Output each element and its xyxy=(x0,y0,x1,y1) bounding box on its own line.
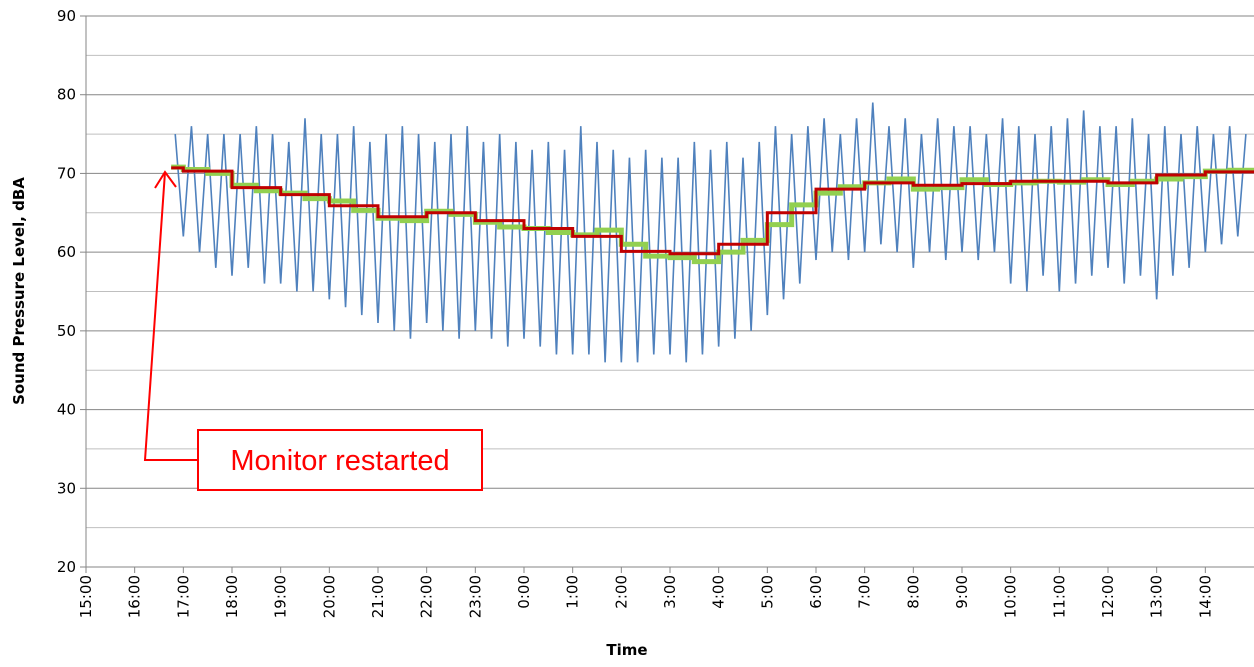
series-line xyxy=(174,102,1247,363)
x-tick-label: 0:00 xyxy=(515,575,533,609)
x-tick-label: 22:00 xyxy=(418,575,436,618)
x-tick-label: 1:00 xyxy=(564,575,582,609)
x-tick-label: 16:00 xyxy=(126,575,144,618)
y-tick-label: 30 xyxy=(57,479,76,497)
x-tick-label: 8:00 xyxy=(904,575,922,609)
grid xyxy=(80,15,1254,573)
y-tick-label: 60 xyxy=(57,243,76,261)
plot-area xyxy=(171,102,1254,363)
x-tick-label: 19:00 xyxy=(272,575,290,618)
x-tick-label: 21:00 xyxy=(369,575,387,618)
x-tick-label: 18:00 xyxy=(223,575,241,618)
x-tick-label: 15:00 xyxy=(77,575,95,618)
x-tick-label: 3:00 xyxy=(661,575,679,609)
x-tick-label: 6:00 xyxy=(807,575,825,609)
y-tick-label: 50 xyxy=(57,322,76,340)
x-axis-title: Time xyxy=(606,641,647,659)
x-tick-label: 4:00 xyxy=(710,575,728,609)
arrow-head xyxy=(154,170,177,189)
y-tick-label: 70 xyxy=(57,164,76,182)
x-tick-label: 20:00 xyxy=(320,575,338,618)
series-line xyxy=(171,166,1254,256)
annotation: Monitor restarted xyxy=(143,170,483,491)
annotation-arrow xyxy=(143,171,198,461)
x-tick-label: 9:00 xyxy=(953,575,971,609)
annotation-text: Monitor restarted xyxy=(230,445,449,477)
annotation-box xyxy=(197,429,483,491)
x-tick-label: 12:00 xyxy=(1099,575,1117,618)
y-axis-title: Sound Pressure Level, dBA xyxy=(10,177,28,405)
y-tick-label: 80 xyxy=(57,86,76,104)
x-tick-label: 5:00 xyxy=(758,575,776,609)
x-tick-label: 23:00 xyxy=(466,575,484,618)
x-tick-label: 17:00 xyxy=(174,575,192,618)
x-tick-label: 11:00 xyxy=(1050,575,1068,618)
x-tick-label: 2:00 xyxy=(612,575,630,609)
x-tick-label: 13:00 xyxy=(1148,575,1166,618)
x-tick-label: 10:00 xyxy=(1002,575,1020,618)
y-tick-label: 90 xyxy=(57,7,76,25)
y-tick-label: 40 xyxy=(57,401,76,419)
y-tick-label: 20 xyxy=(57,558,76,576)
x-tick-label: 7:00 xyxy=(856,575,874,609)
x-tick-label: 14:00 xyxy=(1196,575,1214,618)
